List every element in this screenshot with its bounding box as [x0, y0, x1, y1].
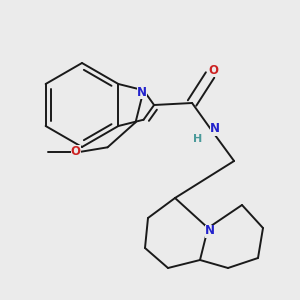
- Text: O: O: [70, 145, 81, 158]
- Text: N: N: [136, 86, 147, 99]
- Text: N: N: [205, 224, 215, 238]
- Text: H: H: [194, 134, 203, 144]
- Text: O: O: [208, 64, 218, 76]
- Text: N: N: [210, 122, 220, 136]
